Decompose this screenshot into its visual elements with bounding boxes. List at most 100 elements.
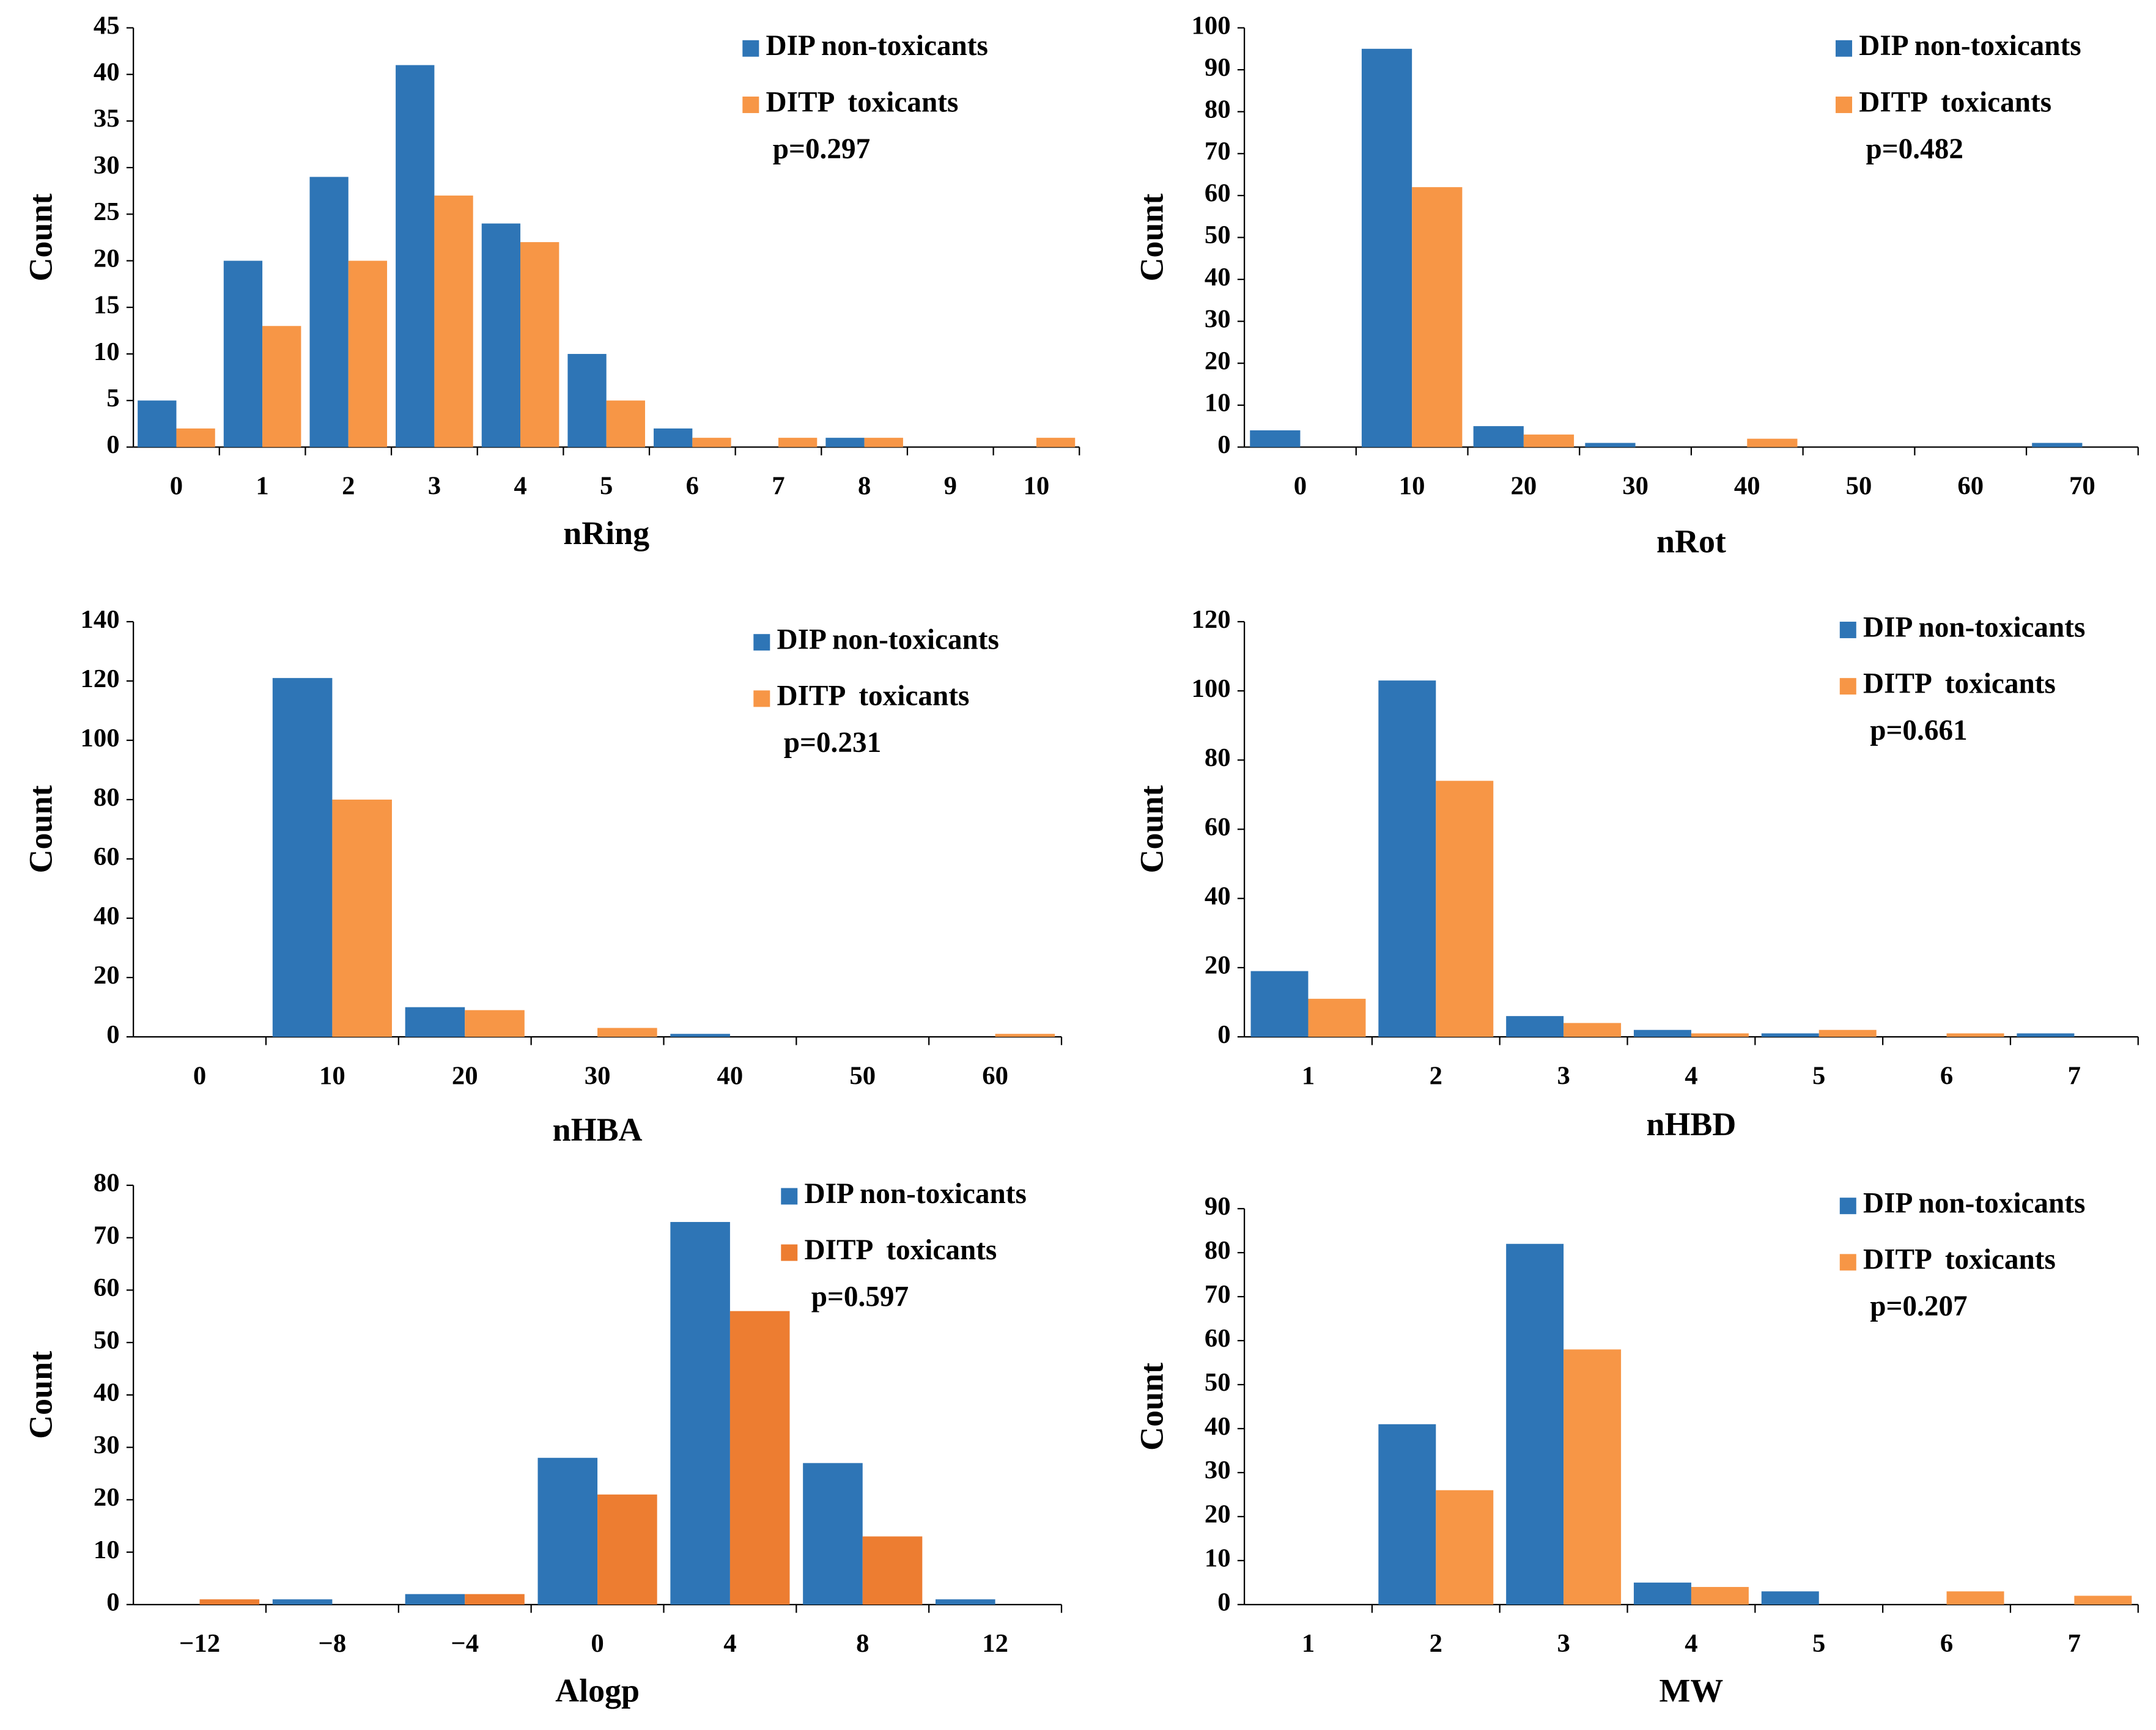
legend-swatch	[781, 1188, 798, 1205]
y-tick-label: 20	[1205, 347, 1231, 375]
bar	[803, 1463, 863, 1605]
x-tick-label: −8	[319, 1629, 347, 1658]
legend-swatch	[1839, 621, 1856, 638]
x-tick-label: 5	[600, 472, 613, 501]
y-tick-label: 20	[94, 961, 120, 990]
bar	[1506, 1016, 1564, 1037]
x-tick-label: 40	[1734, 472, 1760, 501]
bar	[1633, 1029, 1691, 1037]
y-tick-label: 60	[1205, 812, 1231, 841]
x-tick-label: 60	[982, 1061, 1008, 1090]
y-tick-label: 15	[94, 291, 120, 320]
x-tick-label: 4	[1685, 1629, 1697, 1658]
y-axis-label: Count	[1133, 193, 1170, 281]
bar	[176, 428, 215, 447]
x-tick-label: 8	[858, 472, 871, 501]
x-tick-label: 6	[1940, 1629, 1953, 1658]
legend-label: DIP non-toxicants	[1863, 611, 2085, 643]
y-tick-label: 20	[94, 1483, 120, 1512]
y-tick-label: 60	[94, 842, 120, 871]
x-tick-label: −12	[179, 1629, 220, 1658]
legend-swatch	[753, 690, 770, 707]
y-axis-label: Count	[22, 1351, 59, 1439]
y-tick-label: 50	[1205, 221, 1231, 249]
x-axis-label: nHBD	[1646, 1106, 1736, 1143]
x-tick-label: 0	[1294, 472, 1307, 501]
bar	[2017, 1033, 2075, 1037]
x-tick-label: 40	[717, 1061, 744, 1090]
bar	[670, 1221, 730, 1605]
bar	[1436, 781, 1494, 1037]
y-tick-label: 10	[94, 1536, 120, 1564]
bar	[1523, 434, 1575, 447]
bar	[1747, 438, 1798, 447]
x-tick-label: 5	[1812, 1629, 1825, 1658]
x-tick-label: 1	[1302, 1629, 1315, 1658]
bar	[481, 223, 521, 447]
y-tick-label: 20	[1205, 951, 1231, 980]
bar	[1436, 1490, 1494, 1605]
bar	[2032, 443, 2083, 447]
x-tick-label: 2	[1430, 1061, 1442, 1090]
y-tick-label: 60	[1205, 179, 1231, 208]
x-tick-label: 20	[452, 1061, 478, 1090]
bar	[309, 177, 349, 447]
legend-swatch	[1839, 1198, 1856, 1215]
x-tick-label: −4	[451, 1629, 479, 1658]
x-tick-label: 4	[514, 472, 526, 501]
y-tick-label: 90	[1205, 53, 1231, 82]
y-tick-label: 40	[94, 58, 120, 87]
x-tick-label: 3	[1557, 1061, 1570, 1090]
legend-label: DITP toxicants	[1859, 86, 2051, 118]
y-tick-label: 70	[94, 1221, 120, 1250]
y-axis-label: Count	[22, 786, 59, 874]
y-tick-label: 40	[1205, 1412, 1231, 1441]
y-tick-label: 120	[81, 664, 120, 693]
bar	[1473, 426, 1524, 447]
y-tick-label: 30	[1205, 1456, 1231, 1485]
y-tick-label: 60	[1205, 1324, 1231, 1353]
bar	[1946, 1033, 2004, 1037]
legend-label: DITP toxicants	[1863, 1244, 2056, 1276]
bar	[1036, 438, 1076, 447]
y-tick-label: 80	[1205, 1236, 1231, 1265]
bar	[138, 400, 177, 447]
bar	[2074, 1596, 2132, 1605]
y-tick-label: 0	[106, 1588, 119, 1617]
x-tick-label: 4	[723, 1629, 736, 1658]
x-tick-label: 30	[585, 1061, 611, 1090]
legend-label: DITP toxicants	[805, 1234, 997, 1266]
x-tick-label: 7	[2068, 1629, 2081, 1658]
y-tick-label: 35	[94, 105, 120, 133]
x-tick-label: 30	[1622, 472, 1648, 501]
x-tick-label: 6	[1940, 1061, 1953, 1090]
legend-label: DITP toxicants	[766, 86, 959, 118]
y-tick-label: 0	[1217, 1020, 1230, 1049]
x-tick-label: 3	[428, 472, 441, 501]
y-tick-label: 40	[1205, 263, 1231, 292]
y-tick-label: 0	[106, 430, 119, 459]
bar	[670, 1034, 730, 1037]
bar	[567, 353, 607, 447]
y-axis-label: Count	[22, 193, 59, 281]
x-axis-label: Alogp	[555, 1672, 640, 1709]
x-axis-label: nHBA	[553, 1111, 643, 1148]
bar	[1585, 443, 1636, 447]
y-tick-label: 30	[94, 151, 120, 180]
bar	[1563, 1023, 1622, 1037]
x-tick-label: 60	[1957, 472, 1984, 501]
x-tick-label: 0	[170, 472, 183, 501]
legend-swatch	[742, 96, 759, 113]
x-tick-label: 1	[256, 472, 268, 501]
bar	[1633, 1582, 1691, 1605]
bar	[223, 260, 263, 447]
legend-label: DIP non-toxicants	[766, 30, 988, 62]
y-tick-label: 20	[94, 244, 120, 273]
y-tick-label: 70	[1205, 1280, 1231, 1309]
bar	[405, 1594, 465, 1605]
x-tick-label: 10	[319, 1061, 345, 1090]
bar	[1250, 430, 1301, 447]
x-tick-label: 1	[1302, 1061, 1315, 1090]
y-tick-label: 60	[94, 1273, 120, 1302]
